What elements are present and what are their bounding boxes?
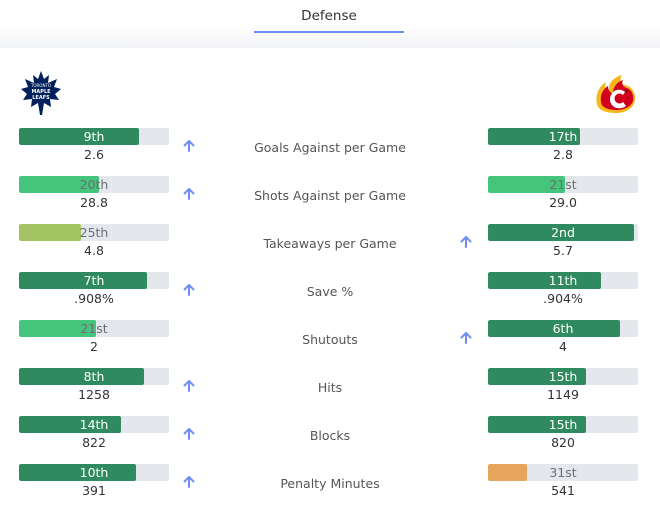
right-rank-bar: 6th: [488, 320, 638, 337]
right-stat-value: 541: [551, 483, 575, 498]
left-rank-bar: 9th: [19, 128, 169, 145]
left-stat-value: 2: [90, 339, 98, 354]
left-stat-value: 4.8: [84, 243, 104, 258]
left-stat-value: 1258: [78, 387, 110, 402]
stat-label: Takeaways per Game: [263, 236, 397, 251]
right-rank-label: 6th: [552, 321, 574, 336]
left-rank-bar-fill: [19, 224, 81, 241]
right-rank-bar-fill: [488, 416, 586, 433]
left-stat-value: 28.8: [80, 195, 108, 210]
logo-text-leafs: LEAFS: [32, 95, 50, 101]
right-rank-label: 15th: [548, 369, 578, 384]
stat-row: 21st 2 6th 4 Shutouts: [0, 320, 660, 368]
stat-label: Penalty Minutes: [280, 476, 380, 491]
right-rank-bar: 17th: [488, 128, 638, 145]
flames-logo: [596, 75, 636, 113]
stat-row: 20th 28.8 21st 29.0 Shots Against per Game: [0, 176, 660, 224]
left-rank-bar: 7th: [19, 272, 169, 289]
left-rank-bar: 10th: [19, 464, 169, 481]
tab-active-underline: [254, 31, 404, 33]
right-stat-value: 4: [559, 339, 567, 354]
left-rank-bar-fill: [19, 128, 139, 145]
advantage-arrow-icon: [183, 428, 195, 440]
right-rank-bar: 31st: [488, 464, 638, 481]
left-rank-bar: 14th: [19, 416, 169, 433]
stat-label: Blocks: [309, 428, 351, 443]
right-rank-bar: 15th: [488, 368, 638, 385]
stat-label: Hits: [317, 380, 343, 395]
right-rank-bar-fill: [488, 128, 580, 145]
right-rank-bar: 11th: [488, 272, 638, 289]
left-stat-value: 822: [82, 435, 106, 450]
advantage-arrow-icon: [460, 236, 472, 248]
advantage-arrow-icon: [183, 476, 195, 488]
right-stat-value: 5.7: [553, 243, 573, 258]
right-rank-bar: 15th: [488, 416, 638, 433]
stat-label: Shots Against per Game: [254, 188, 406, 203]
left-rank-label: 20th: [79, 177, 109, 192]
right-rank-label: 11th: [548, 273, 578, 288]
header-band: [0, 0, 660, 48]
stat-row: 9th 2.6 17th 2.8 Goals Against per Game: [0, 128, 660, 176]
left-rank-bar-fill: [19, 272, 147, 289]
advantage-arrow-icon: [183, 188, 195, 200]
right-rank-bar-fill: [488, 176, 565, 193]
advantage-arrow-icon: [183, 284, 195, 296]
left-rank-label: 14th: [79, 417, 109, 432]
left-stat-value: 391: [82, 483, 106, 498]
right-stat-value: 2.8: [553, 147, 573, 162]
right-stat-value: 29.0: [549, 195, 577, 210]
left-rank-bar-fill: [19, 464, 136, 481]
right-rank-bar-fill: [488, 272, 601, 289]
right-rank-label: 2nd: [551, 225, 575, 240]
left-rank-label: 9th: [83, 129, 105, 144]
left-rank-bar: 25th: [19, 224, 169, 241]
right-rank-label: 17th: [548, 129, 578, 144]
left-rank-label: 7th: [83, 273, 105, 288]
right-stat-value: 1149: [547, 387, 579, 402]
left-rank-bar-fill: [19, 368, 144, 385]
advantage-arrow-icon: [460, 332, 472, 344]
right-rank-bar: 2nd: [488, 224, 638, 241]
maple-leafs-logo: TORONTO MAPLE LEAFS: [21, 71, 61, 115]
right-stat-value: .904%: [543, 291, 583, 306]
left-rank-label: 21st: [80, 321, 108, 336]
left-rank-bar: 20th: [19, 176, 169, 193]
right-rank-label: 15th: [548, 417, 578, 432]
left-rank-bar-fill: [19, 416, 121, 433]
advantage-arrow-icon: [183, 140, 195, 152]
tab-defense[interactable]: Defense: [301, 8, 357, 24]
left-rank-bar-fill: [19, 176, 99, 193]
advantage-arrow-icon: [183, 380, 195, 392]
left-rank-label: 25th: [79, 225, 109, 240]
right-rank-bar-fill: [488, 368, 586, 385]
stat-row: 10th 391 31st 541 Penalty Minutes: [0, 464, 660, 512]
stat-label: Save %: [306, 284, 354, 299]
stat-row: 25th 4.8 2nd 5.7 Takeaways per Game: [0, 224, 660, 272]
stat-label: Goals Against per Game: [254, 140, 406, 155]
left-rank-bar: 8th: [19, 368, 169, 385]
right-rank-bar-fill: [488, 320, 620, 337]
stat-label: Shutouts: [302, 332, 358, 347]
stat-row: 8th 1258 15th 1149 Hits: [0, 368, 660, 416]
right-stat-value: 820: [551, 435, 575, 450]
left-rank-label: 8th: [83, 369, 105, 384]
stat-row: 7th .908% 11th .904% Save %: [0, 272, 660, 320]
right-rank-bar-fill: [488, 464, 527, 481]
right-rank-bar-fill: [488, 224, 634, 241]
stat-row: 14th 822 15th 820 Blocks: [0, 416, 660, 464]
left-stat-value: 2.6: [84, 147, 104, 162]
right-rank-label: 21st: [549, 177, 577, 192]
left-rank-bar: 21st: [19, 320, 169, 337]
left-stat-value: .908%: [74, 291, 114, 306]
left-rank-label: 10th: [79, 465, 109, 480]
right-rank-label: 31st: [549, 465, 577, 480]
logo-text-toronto: TORONTO: [30, 83, 51, 88]
left-rank-bar-fill: [19, 320, 96, 337]
logo-text-maple: MAPLE: [31, 89, 51, 95]
right-rank-bar: 21st: [488, 176, 638, 193]
